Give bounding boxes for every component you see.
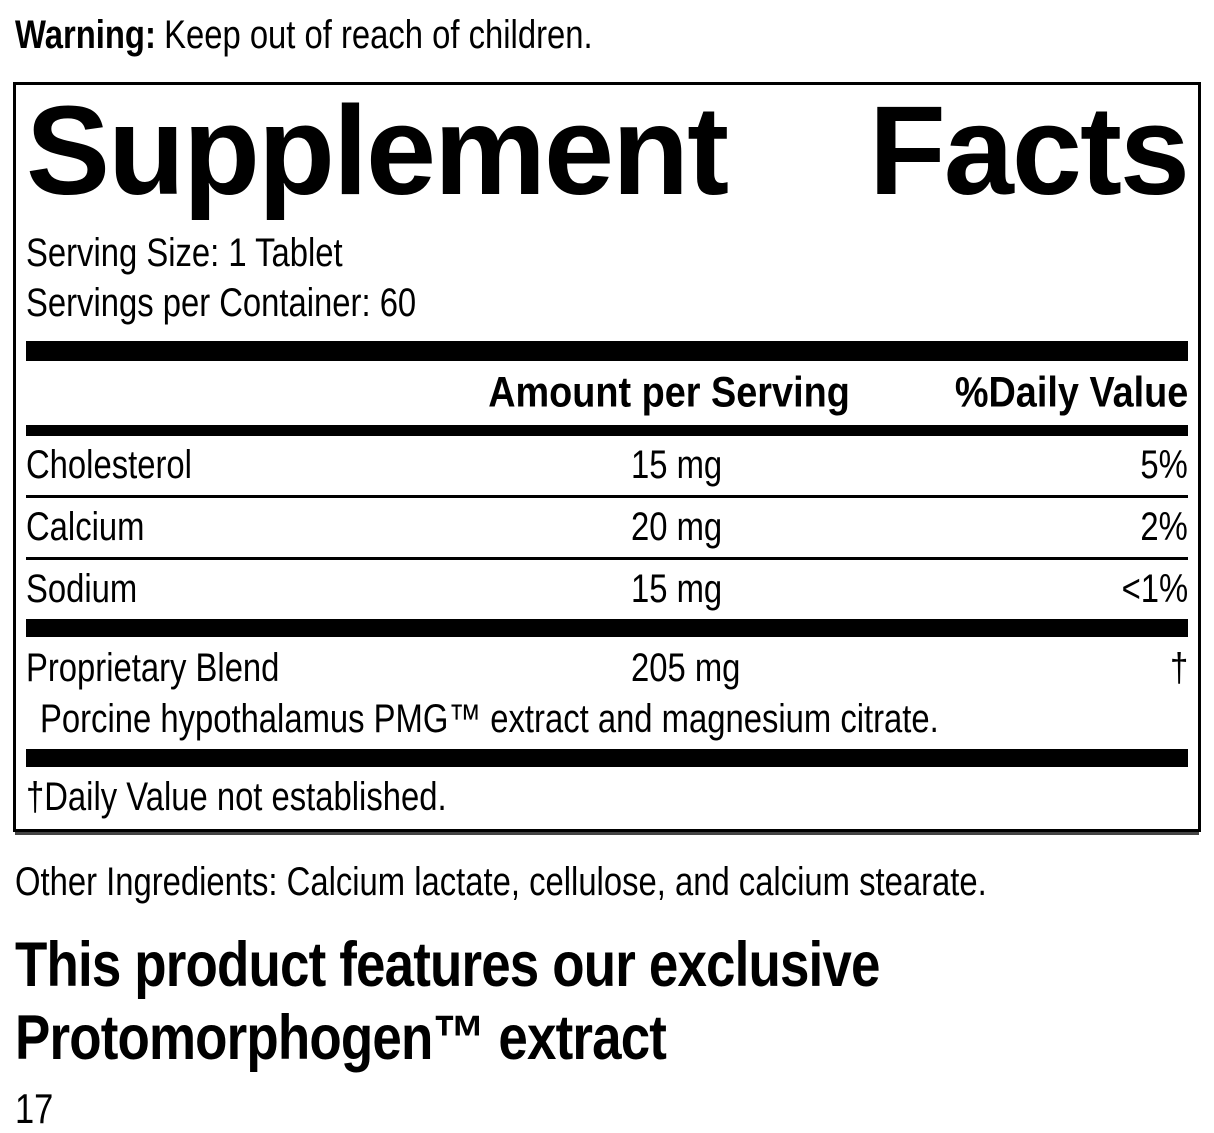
- feature-statement: This product features our exclusive Prot…: [15, 929, 1201, 1075]
- page-number: 17: [15, 1085, 54, 1133]
- table-header: Amount per Serving %Daily Value: [26, 361, 1188, 425]
- nutrient-name: Cholesterol: [26, 443, 192, 488]
- nutrient-name: Calcium: [26, 505, 145, 550]
- divider-thick-middle: [26, 619, 1188, 638]
- warning-line: Warning: Keep out of reach of children.: [15, 12, 1201, 58]
- serving-info: Serving Size: 1 Tablet Servings per Cont…: [26, 228, 1188, 330]
- blend-amount: 205 mg: [631, 645, 741, 690]
- warning-text: Keep out of reach of children.: [164, 13, 593, 57]
- nutrient-daily-value: <1%: [1121, 567, 1188, 612]
- table-row-calcium: Calcium 20 mg 2%: [26, 498, 1188, 557]
- servings-per-container-line: Servings per Container: 60: [26, 281, 417, 326]
- divider-thick-top: [26, 341, 1188, 362]
- nutrient-daily-value: 2%: [1140, 505, 1188, 550]
- blend-description: Porcine hypothalamus PMG™ extract and ma…: [40, 697, 939, 742]
- table-row-sodium: Sodium 15 mg <1%: [26, 560, 1188, 619]
- supplement-facts-panel: Supplement Facts Serving Size: 1 Tablet …: [13, 80, 1201, 833]
- nutrient-amount: 20 mg: [631, 505, 723, 550]
- divider-thick-bottom: [26, 749, 1188, 768]
- panel-title: Supplement Facts: [26, 80, 1190, 221]
- table-row-proprietary-blend: Proprietary Blend 205 mg †: [26, 639, 1188, 697]
- other-ingredients-line: Other Ingredients: Calcium lactate, cell…: [15, 860, 987, 905]
- title-word-supplement: Supplement: [26, 80, 729, 221]
- daily-value-footnote: †Daily Value not established.: [26, 775, 447, 820]
- nutrient-amount: 15 mg: [631, 443, 723, 488]
- warning-label: Warning:: [15, 13, 156, 57]
- nutrient-amount: 15 mg: [631, 567, 723, 612]
- column-header-daily-value: %Daily Value: [954, 368, 1188, 417]
- divider-thin: [26, 495, 1188, 499]
- feature-line-2: Protomorphogen™ extract: [15, 1003, 667, 1074]
- table-row-cholesterol: Cholesterol 15 mg 5%: [26, 436, 1188, 495]
- divider-thin: [26, 557, 1188, 561]
- feature-line-1: This product features our exclusive: [15, 930, 880, 1001]
- serving-size-line: Serving Size: 1 Tablet: [26, 230, 343, 275]
- nutrient-daily-value: 5%: [1140, 443, 1188, 488]
- blend-name: Proprietary Blend: [26, 645, 280, 690]
- title-word-facts: Facts: [868, 80, 1190, 221]
- nutrient-name: Sodium: [26, 567, 138, 612]
- dagger-symbol: †: [1169, 645, 1188, 690]
- divider-under-header: [26, 425, 1188, 437]
- column-header-amount: Amount per Serving: [487, 368, 850, 417]
